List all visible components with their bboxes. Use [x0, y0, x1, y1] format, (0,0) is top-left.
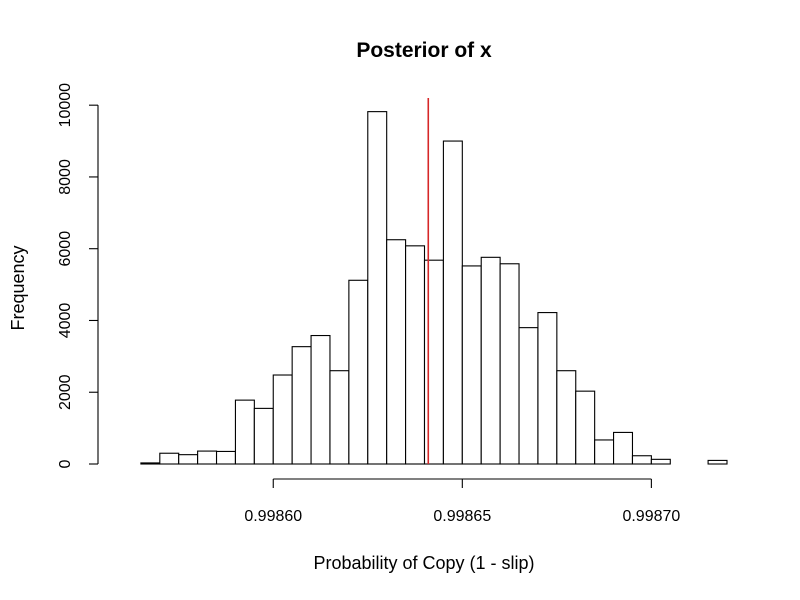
y-tick-label: 8000	[57, 159, 74, 195]
y-tick-label: 4000	[57, 303, 74, 339]
x-tick-label: 0.99860	[244, 508, 302, 525]
histogram-bar	[348, 279, 369, 465]
histogram-bar	[518, 327, 539, 465]
y-tick-label: 6000	[57, 231, 74, 267]
y-tick-label: 0	[57, 459, 74, 468]
histogram-bars	[140, 111, 728, 465]
y-tick-label: 2000	[57, 374, 74, 410]
y-axis: 0 2000 4000 6000 8000 10000	[57, 83, 99, 468]
histogram-bar	[178, 454, 199, 465]
x-axis-label: Probability of Copy (1 - slip)	[313, 553, 534, 573]
x-axis: 0.99860 0.99865 0.99870	[244, 478, 680, 525]
histogram-bar	[442, 140, 463, 465]
histogram-bar	[367, 111, 388, 465]
histogram-bar	[272, 374, 293, 465]
histogram-bar	[707, 459, 728, 465]
histogram-bar	[159, 452, 180, 465]
histogram-bar	[310, 334, 331, 465]
histogram-bar	[594, 439, 615, 465]
x-tick-label: 0.99870	[622, 508, 680, 525]
histogram-bar	[197, 450, 218, 465]
histogram-bar	[556, 370, 577, 465]
histogram-bar	[329, 370, 350, 465]
histogram-bar	[423, 259, 444, 465]
y-tick-label: 10000	[57, 83, 74, 128]
histogram-bar	[537, 312, 558, 465]
histogram-bar	[613, 431, 634, 465]
histogram-bar	[215, 450, 236, 465]
histogram-bar	[650, 458, 671, 465]
histogram-bar	[480, 256, 501, 465]
histogram-bar	[575, 390, 596, 465]
histogram-bar	[291, 346, 312, 465]
histogram-bar	[405, 245, 426, 465]
histogram-bar	[234, 399, 255, 465]
histogram-bar	[140, 462, 161, 465]
y-axis-label: Frequency	[8, 245, 28, 330]
chart-title: Posterior of x	[356, 39, 492, 62]
histogram-bar	[631, 455, 652, 465]
histogram-bar	[461, 265, 482, 465]
histogram-bar	[253, 407, 274, 465]
histogram-bar	[386, 239, 407, 465]
x-tick-label: 0.99865	[433, 508, 491, 525]
histogram-bar	[499, 263, 520, 465]
